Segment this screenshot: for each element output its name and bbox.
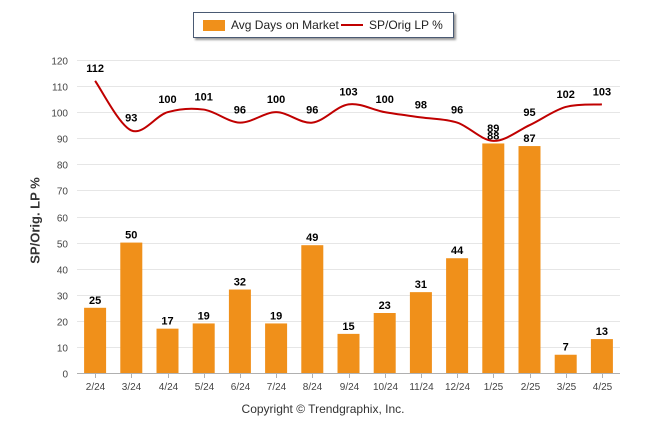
bar — [337, 333, 360, 373]
line-data-label: 93 — [125, 112, 137, 124]
legend-bar-swatch — [203, 20, 225, 31]
line-data-label: 101 — [195, 92, 213, 104]
bar-data-label: 17 — [161, 316, 173, 328]
x-tick-label: 1/25 — [484, 382, 504, 393]
legend-bar-label: Avg Days on Market — [231, 18, 339, 32]
y-tick-label: 70 — [57, 187, 69, 198]
line-data-label: 112 — [86, 63, 104, 75]
bar-data-label: 19 — [270, 310, 282, 322]
x-tick-label: 11/24 — [409, 382, 434, 393]
bar — [409, 292, 432, 373]
bar — [156, 328, 179, 373]
bar-data-label: 31 — [415, 279, 427, 291]
copyright-text: Copyright © Trendgraphix, Inc. — [241, 402, 405, 416]
bar — [192, 323, 215, 373]
legend-line-swatch — [341, 24, 363, 26]
bar — [120, 242, 143, 373]
x-tick-label: 10/24 — [373, 382, 398, 393]
y-tick-label: 20 — [57, 318, 69, 329]
bar-data-label: 32 — [234, 277, 246, 289]
y-tick-label: 10 — [57, 344, 69, 355]
bar-data-label: 44 — [451, 245, 464, 257]
y-tick-label: 40 — [57, 266, 69, 277]
line-data-label: 100 — [267, 94, 285, 106]
x-tick-label: 3/25 — [557, 382, 577, 393]
x-tick-label: 2/25 — [521, 382, 541, 393]
bar-data-label: 87 — [523, 133, 535, 145]
bar — [84, 307, 107, 373]
bar-series — [84, 143, 613, 373]
x-tick-label: 3/24 — [122, 382, 142, 393]
line-data-label: 103 — [593, 86, 611, 98]
bar-data-label: 25 — [89, 295, 101, 307]
x-tick-label: 4/24 — [159, 382, 179, 393]
legend: Avg Days on Market SP/Orig LP % — [193, 12, 454, 38]
line-data-label: 95 — [523, 107, 535, 119]
line-path — [94, 80, 602, 142]
y-tick-label: 90 — [57, 135, 69, 146]
x-tick-label: 8/24 — [303, 382, 323, 393]
line-data-label: 102 — [557, 89, 575, 101]
y-tick-label: 100 — [51, 109, 68, 120]
y-tick-label: 120 — [51, 57, 68, 68]
x-tick-label: 4/25 — [593, 382, 613, 393]
x-axis-ticks: 2/24 3/24 4/24 5/24 6/24 7/24 8/24 9/24 10/24 11/… — [86, 373, 613, 393]
bar-data-label: 50 — [125, 230, 137, 242]
line-data-label: 103 — [339, 86, 357, 98]
bar — [518, 146, 541, 373]
bar — [373, 313, 396, 373]
y-tick-label: 60 — [57, 214, 69, 225]
bar — [554, 354, 577, 373]
x-tick-label: 6/24 — [231, 382, 251, 393]
line-data-label: 100 — [376, 94, 394, 106]
bar — [482, 143, 505, 373]
bar — [590, 339, 613, 373]
bar-data-label: 49 — [306, 232, 318, 244]
bar-data-label: 13 — [596, 326, 608, 338]
line-data-label: 89 — [487, 123, 499, 135]
x-tick-label: 12/24 — [445, 382, 470, 393]
x-tick-label: 5/24 — [195, 382, 215, 393]
bar — [228, 289, 251, 373]
y-tick-label: 30 — [57, 292, 69, 303]
x-tick-label: 9/24 — [340, 382, 360, 393]
y-axis-label: SP/Orig. LP % — [27, 177, 43, 264]
bar — [301, 245, 324, 373]
line-data-label: 96 — [451, 105, 463, 117]
legend-line-label: SP/Orig LP % — [369, 18, 443, 32]
y-tick-label: 0 — [62, 370, 68, 381]
bar — [446, 258, 469, 373]
line-data-label: 100 — [158, 94, 176, 106]
y-tick-label: 50 — [57, 240, 69, 251]
bar-data-label: 19 — [198, 310, 210, 322]
bar-data-label: 7 — [563, 342, 569, 354]
line-data-label: 98 — [415, 99, 427, 111]
bar-data-label: 88 — [487, 130, 499, 142]
y-axis-ticks: 0 10 20 30 40 50 60 70 80 90 100 110 120 — [51, 57, 68, 381]
bar-data-label: 23 — [379, 300, 391, 312]
line-data-label: 96 — [234, 105, 246, 117]
x-tick-label: 7/24 — [267, 382, 287, 393]
data-labels: 25 50 17 19 32 19 49 15 23 31 44 88 87 7 13 112 93 100 101… — [86, 63, 611, 354]
bar-data-label: 15 — [342, 321, 354, 333]
y-tick-label: 110 — [52, 83, 68, 94]
y-tick-label: 80 — [57, 161, 69, 172]
bar — [265, 323, 288, 373]
line-data-label: 96 — [306, 105, 318, 117]
line-series — [94, 80, 602, 142]
x-tick-label: 2/24 — [86, 382, 106, 393]
